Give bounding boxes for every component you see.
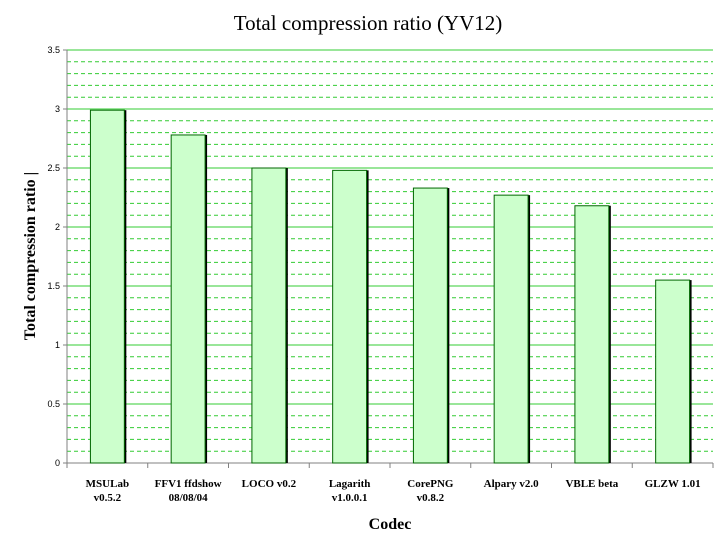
y-tick-label: 2.5 [47, 163, 60, 173]
x-tick-label: Lagarith v1.0.0.1 [329, 478, 371, 504]
x-tick-label: CorePNG v0.8.2 [407, 478, 454, 504]
x-tick-label: VBLE beta [565, 478, 618, 490]
bars [89, 109, 692, 464]
x-tick-label: FFV1 ffdshow 08/08/04 [155, 478, 222, 504]
y-tick-label: 0.5 [47, 399, 60, 409]
chart-title: Total compression ratio (YV12) [234, 11, 503, 35]
y-tick-label: 1 [55, 340, 60, 350]
bar [493, 194, 529, 464]
y-tick-label: 3 [55, 104, 60, 114]
axes [66, 50, 713, 464]
x-axis-label: Codec [369, 516, 412, 533]
y-tick-label: 2 [55, 222, 60, 232]
x-tick-label: LOCO v0.2 [242, 478, 297, 490]
bar [170, 134, 206, 464]
x-axis-ticks: MSULab v0.5.2 FFV1 ffdshow 08/08/04 LOCO v0.… [66, 463, 714, 504]
y-tick-label: 1.5 [47, 281, 60, 291]
bar [412, 187, 448, 464]
y-tick-label: 3.5 [47, 45, 60, 55]
y-axis-label: Total compression ratio | [22, 172, 39, 340]
y-tick-label: 0 [55, 458, 60, 468]
x-tick-label: GLZW 1.01 [645, 478, 701, 490]
y-axis-ticks: 0 0.5 1 1.5 2 2.5 3 3.5 [47, 45, 67, 468]
bar [89, 109, 125, 464]
bar [574, 205, 610, 464]
bar [655, 279, 691, 464]
bar [332, 169, 368, 464]
grid-lines [67, 49, 713, 452]
x-tick-label: MSULab v0.5.2 [86, 478, 129, 504]
x-tick-label: Alpary v2.0 [484, 478, 540, 490]
bar [251, 167, 287, 464]
